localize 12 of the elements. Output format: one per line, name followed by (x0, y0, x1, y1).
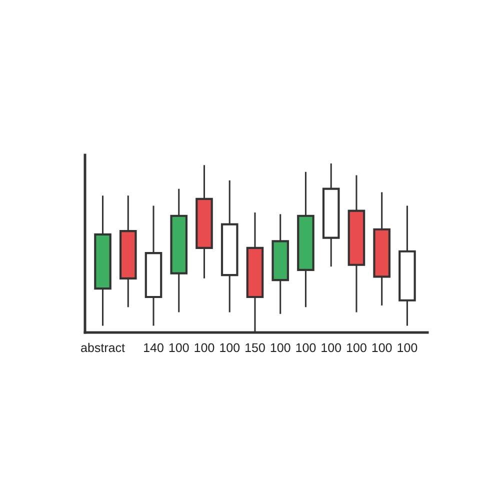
x-tick-label: 100 (169, 343, 189, 352)
x-tick-label: 100 (346, 343, 366, 352)
x-tick-label: 150 (246, 343, 265, 352)
x-tick-label: 100 (296, 343, 316, 352)
x-tick-label: abstract (81, 342, 125, 352)
x-tick-label: 100 (194, 343, 214, 352)
x-tick-label: 100 (322, 343, 342, 352)
x-tick-label: 100 (220, 343, 240, 352)
x-tick-label: 100 (270, 343, 290, 352)
x-tick-label: 140 (144, 343, 164, 352)
x-tick-label: 100 (398, 343, 418, 352)
x-tick-label: 100 (372, 343, 392, 352)
